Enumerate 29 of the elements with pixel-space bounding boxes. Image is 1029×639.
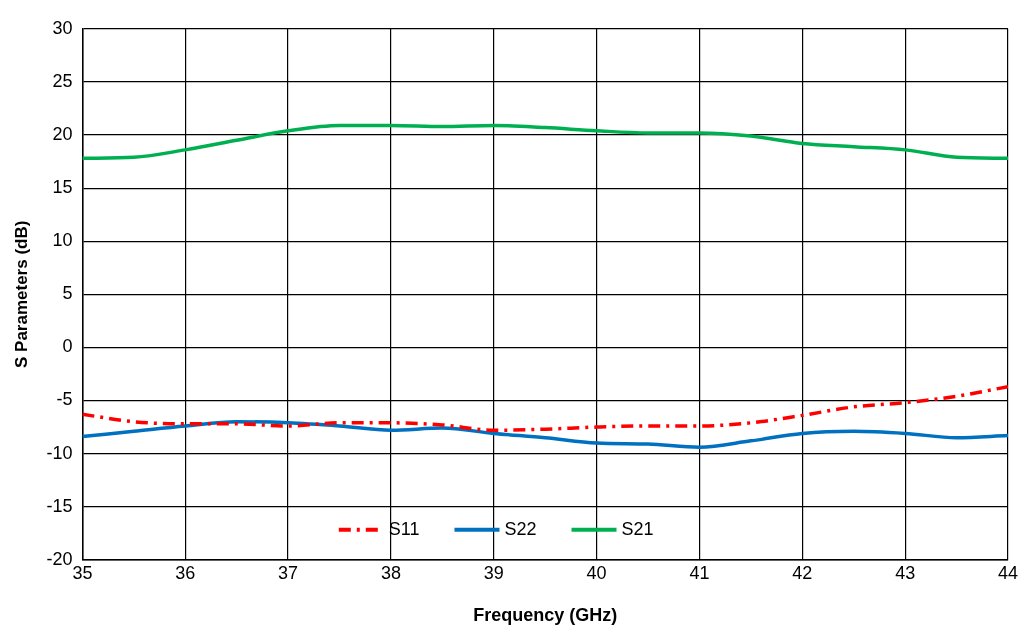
y-tick-label: -10 <box>46 442 73 463</box>
y-tick-label: 20 <box>52 123 73 144</box>
legend-label: S21 <box>621 518 654 539</box>
y-tick-label: 25 <box>52 70 73 91</box>
line-series <box>82 419 1008 449</box>
y-tick-label: -20 <box>46 548 73 569</box>
x-tick-label: 42 <box>792 562 813 583</box>
x-axis-title: Frequency (GHz) <box>473 605 618 626</box>
x-tick-label: 36 <box>175 562 196 583</box>
y-tick-label: 30 <box>52 17 73 38</box>
x-tick-label: 35 <box>72 562 93 583</box>
y-axis-title: S Parameters (dB) <box>11 220 31 368</box>
y-tick-label: -15 <box>46 495 73 516</box>
legend-label: S22 <box>504 518 537 539</box>
legend-label: S11 <box>388 518 420 539</box>
line-series <box>82 384 1008 432</box>
x-tick-label: 44 <box>997 562 1018 583</box>
y-tick-label: 0 <box>62 336 73 357</box>
x-tick-label: 37 <box>278 562 299 583</box>
y-tick-label: 5 <box>62 283 73 304</box>
line-series <box>82 123 1008 161</box>
y-tick-label: 10 <box>52 230 73 251</box>
x-tick-label: 43 <box>895 562 916 583</box>
x-tick-label: 41 <box>689 562 710 583</box>
x-tick-label: 38 <box>380 562 401 583</box>
y-tick-label: 15 <box>52 177 73 198</box>
x-tick-label: 40 <box>586 562 607 583</box>
x-tick-label: 39 <box>483 562 504 583</box>
y-tick-label: -5 <box>56 389 73 410</box>
